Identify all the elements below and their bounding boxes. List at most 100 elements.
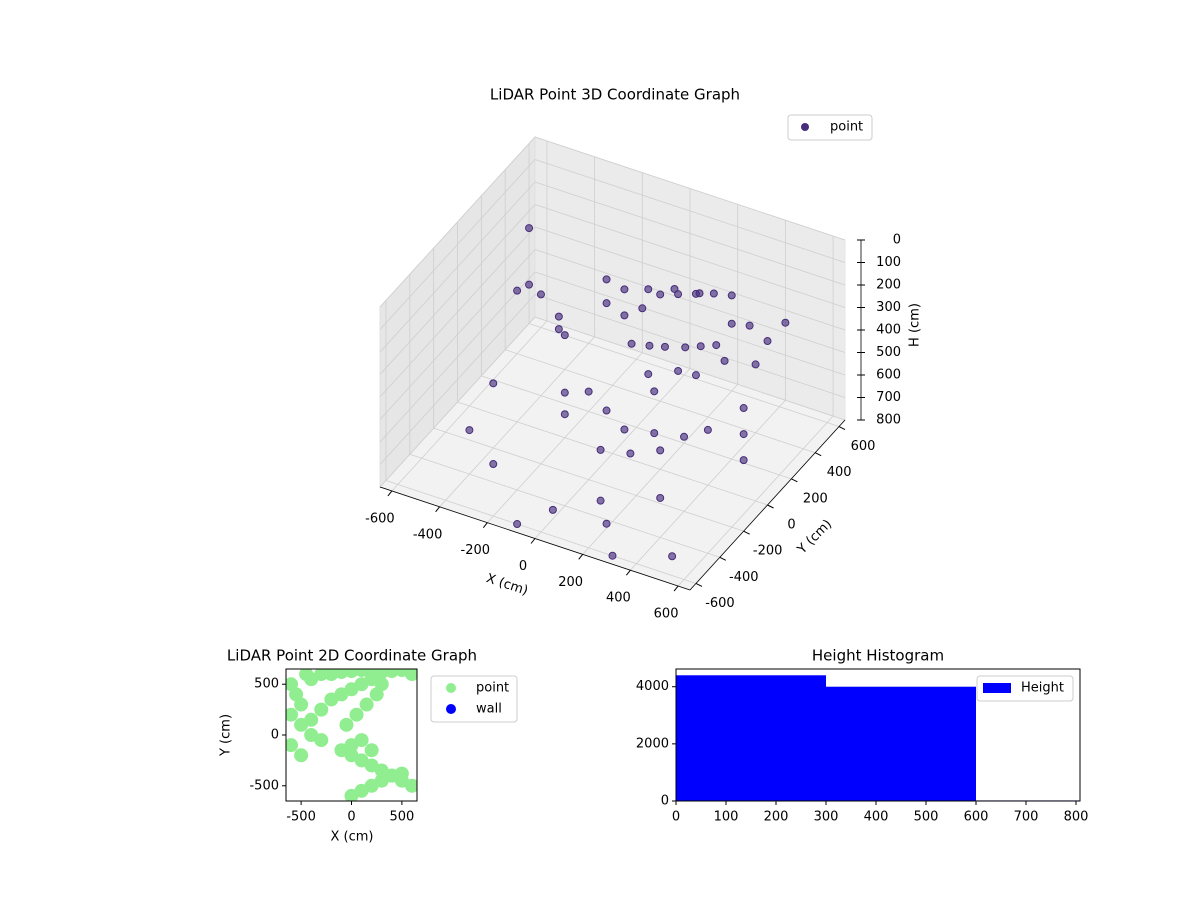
grid-line [379,271,536,443]
x-tick-label: 400 [864,810,889,825]
y-tick-label: 400 [827,465,852,480]
z-axis-label: H (cm) [908,303,923,347]
point [781,318,790,327]
legend-box [787,114,873,141]
x-axis-label: X (cm) [331,830,374,845]
x-tick [530,538,536,544]
axes-frame [675,668,1081,802]
point [294,697,309,712]
x-tick-label: 400 [606,591,631,606]
x-tick [578,554,584,560]
grid-line [481,375,792,480]
x-tick-label: 300 [814,810,839,825]
point [644,370,653,379]
point [536,290,545,299]
grid-line [534,316,846,421]
y-tick [791,478,798,483]
point [656,446,665,455]
bar [676,675,826,801]
z-tick-label: 300 [876,300,901,315]
point [554,325,563,334]
bar [826,686,976,801]
y-axis-label: Y (cm) [219,714,234,757]
x-axis [379,486,691,591]
grid-line [534,159,846,263]
legend-marker [446,704,456,714]
chart-title: LiDAR Point 3D Coordinate Graph [490,86,740,104]
x-tick [625,569,631,576]
z-tick-label: 400 [876,323,901,338]
point [525,224,534,233]
point [703,425,712,434]
y-axis [689,419,846,591]
point [513,520,522,529]
point [286,738,299,753]
z-tick-label: 600 [876,368,901,383]
y-tick-label: -500 [249,778,279,793]
x-tick-label: 200 [764,810,789,825]
point [369,687,384,702]
point [602,275,611,284]
y-tick-label: -200 [753,544,783,559]
point [680,432,689,441]
x-tick-label: 100 [714,810,739,825]
point [602,519,611,528]
z-tick-label: 100 [876,255,901,270]
grid-line [534,181,846,286]
x-tick-label: 500 [389,810,414,825]
y-tick-label: 0 [787,518,795,533]
point [668,552,677,561]
point [644,285,653,294]
point [720,356,729,365]
point [554,312,563,321]
grid-line [379,294,536,465]
x-tick-label: -600 [365,511,395,526]
x-tick-label: 600 [964,810,989,825]
y-tick-label: 600 [851,439,876,454]
point [286,707,299,722]
x-axis-label: X (cm) [484,571,530,599]
point [712,341,721,350]
point [620,285,629,294]
y-tick [838,426,846,430]
x-tick-label: -500 [286,810,316,825]
point [670,284,679,293]
point [626,449,635,458]
y-tick-label: -400 [729,570,759,585]
x-tick-label: 0 [672,810,680,825]
x-tick-label: 700 [1014,810,1039,825]
z-tick-label: 800 [876,413,901,428]
x-tick [673,585,679,592]
grid-line [534,136,846,241]
point [359,697,374,712]
point [739,430,748,439]
point [354,733,369,748]
y-tick-label: -600 [705,596,735,611]
point [465,426,474,435]
point [763,337,772,346]
grid-line [534,226,846,331]
point [489,460,498,469]
x-tick-label: 600 [654,607,679,622]
point [674,366,683,375]
legend-marker [983,683,1011,693]
point [560,410,569,419]
point [650,429,659,438]
point [727,319,736,328]
point [596,445,605,454]
plot-area [286,669,417,801]
x-tick [482,522,488,528]
legend-label: wall [476,702,502,717]
x-tick-label: 0 [519,559,527,574]
legend-marker [446,683,456,693]
y-tick [743,530,750,535]
grid-line [457,401,768,506]
x-tick-label: 500 [914,810,939,825]
chart-title: LiDAR Point 2D Coordinate Graph [227,647,477,665]
point [745,321,754,330]
point [560,388,569,397]
point [739,456,748,465]
y-tick [695,583,703,587]
grid-line [534,204,846,308]
